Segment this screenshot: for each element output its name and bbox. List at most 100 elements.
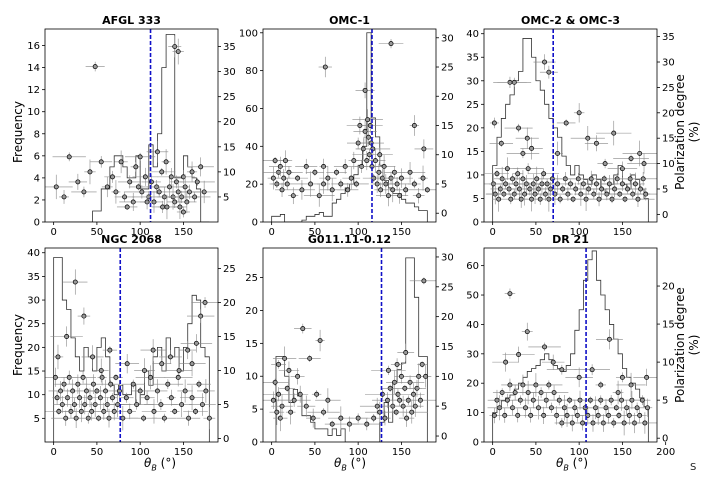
- point-marker: [637, 150, 643, 156]
- data-point: [394, 369, 409, 384]
- point-marker: [491, 120, 497, 126]
- point-marker: [381, 163, 387, 169]
- x-axis-label: θB (°): [542, 456, 602, 472]
- data-point: [135, 365, 166, 390]
- histogram: [271, 32, 428, 222]
- data-point: [115, 380, 124, 402]
- x-axis-label-unit: (°): [156, 456, 177, 470]
- point-marker: [182, 388, 188, 394]
- y-tick-label: 14: [27, 63, 40, 74]
- point-marker: [158, 402, 164, 408]
- point-marker: [185, 347, 191, 353]
- y-tick-label: 30: [466, 76, 479, 87]
- data-point: [384, 177, 401, 203]
- y-tick-label-right: 15: [662, 320, 675, 331]
- point-marker: [591, 191, 597, 197]
- point-marker: [619, 181, 625, 187]
- data-point: [371, 365, 406, 375]
- data-point: [333, 159, 357, 174]
- y-tick-label-right: 0: [662, 210, 668, 221]
- point-marker: [645, 405, 650, 411]
- point-marker: [411, 181, 417, 187]
- x-tick-label: 0: [268, 447, 274, 458]
- data-point: [268, 156, 292, 177]
- point-marker: [529, 145, 535, 151]
- point-marker: [192, 194, 198, 200]
- y-tick-label-right: 5: [223, 400, 229, 411]
- data-point: [402, 383, 425, 406]
- point-marker: [615, 390, 621, 395]
- point-marker: [124, 204, 130, 210]
- y-tick-label: 15: [27, 367, 40, 378]
- point-marker: [159, 361, 165, 367]
- point-marker: [127, 408, 133, 414]
- point-marker: [107, 347, 113, 353]
- y-axis-label-left: Frequency: [11, 314, 25, 376]
- point-marker: [414, 385, 420, 391]
- point-marker: [124, 361, 130, 367]
- data-point: [565, 367, 593, 388]
- point-marker: [110, 395, 115, 401]
- point-marker: [419, 361, 425, 367]
- data-point: [119, 392, 134, 403]
- data-point: [570, 126, 605, 151]
- y-tick-label: 2: [34, 195, 40, 206]
- data-point: [556, 119, 576, 127]
- y-tick-label: 15: [245, 339, 258, 350]
- point-marker: [75, 381, 81, 387]
- y-axis-label-right: Polarization degree (%): [673, 287, 701, 403]
- y-tick-label: 8: [34, 129, 40, 140]
- data-point: [273, 405, 288, 432]
- x-tick-label: 150: [613, 447, 632, 458]
- point-marker: [407, 169, 413, 175]
- point-marker: [196, 381, 202, 387]
- point-marker: [635, 196, 641, 202]
- y-tick-label: 20: [466, 123, 479, 134]
- data-point: [541, 354, 565, 370]
- y-tick-label-right: 0: [441, 209, 447, 220]
- data-point: [351, 417, 383, 431]
- data-point: [275, 182, 289, 197]
- point-marker: [270, 397, 276, 403]
- y-tick-label-right: 20: [223, 117, 236, 128]
- point-marker: [187, 189, 192, 195]
- data-point: [303, 184, 335, 207]
- point-marker: [80, 374, 86, 380]
- data-point: [509, 408, 526, 423]
- point-marker: [630, 191, 636, 197]
- point-marker: [130, 199, 136, 205]
- data-point: [277, 393, 311, 408]
- panel-title: OMC-2 & OMC-3: [521, 14, 620, 27]
- x-tick-label: 100: [570, 447, 589, 458]
- data-point: [152, 379, 184, 390]
- point-marker: [524, 135, 530, 141]
- point-marker: [90, 381, 96, 387]
- point-marker: [279, 403, 285, 409]
- point-marker: [118, 159, 124, 165]
- axes-frame: [262, 247, 437, 443]
- data-point: [178, 351, 206, 377]
- point-marker: [334, 169, 339, 175]
- point-marker: [388, 41, 394, 47]
- point-marker: [376, 169, 382, 175]
- point-marker: [397, 397, 403, 403]
- data-point: [84, 159, 96, 185]
- data-point: [492, 186, 506, 212]
- point-marker: [82, 402, 88, 408]
- data-point: [70, 370, 97, 384]
- x-axis-label-main: θ: [555, 456, 564, 470]
- y-tick-label-right: 25: [441, 282, 454, 293]
- point-marker: [512, 390, 518, 395]
- point-marker: [511, 79, 517, 85]
- point-marker: [159, 169, 165, 175]
- point-marker: [491, 412, 497, 418]
- data-point: [93, 358, 109, 383]
- y-tick-label: 20: [245, 180, 258, 191]
- data-point: [177, 190, 197, 214]
- data-point: [528, 342, 561, 352]
- point-marker: [63, 415, 69, 421]
- point-marker: [98, 368, 104, 373]
- y-tick-label: 15: [466, 147, 479, 158]
- point-marker: [316, 193, 322, 199]
- point-marker: [75, 179, 81, 185]
